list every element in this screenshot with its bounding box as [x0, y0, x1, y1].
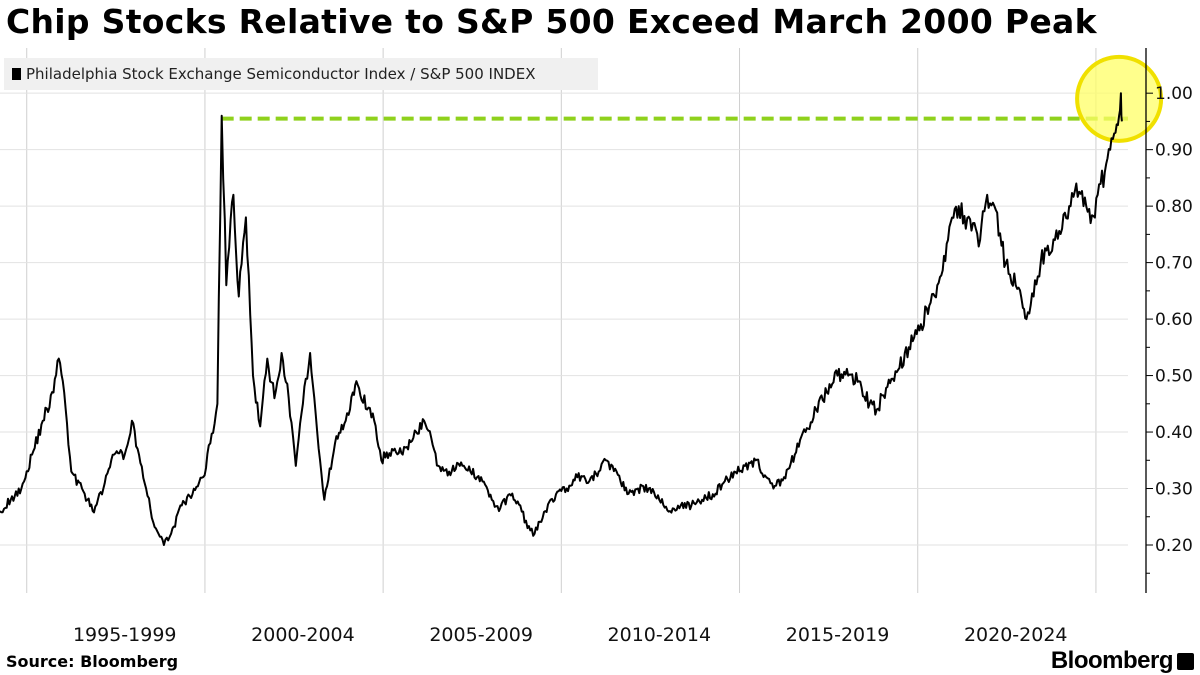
- y-tick-label: 0.20: [1155, 536, 1193, 556]
- bloomberg-logo: Bloomberg: [1051, 647, 1194, 675]
- series-line: [0, 92, 1123, 546]
- bloomberg-icon: [1177, 652, 1194, 670]
- y-tick-label: 0.90: [1155, 141, 1193, 161]
- x-tick-label: 2000-2004: [251, 624, 355, 646]
- legend: Philadelphia Stock Exchange Semiconducto…: [4, 58, 598, 90]
- x-tick-label: 2015-2019: [786, 624, 890, 646]
- series-group: [0, 92, 1123, 546]
- y-tick-label: 0.40: [1155, 423, 1193, 443]
- y-tick-label: 0.70: [1155, 254, 1193, 274]
- highlight-circle: [1075, 54, 1164, 143]
- x-tick-label: 2020-2024: [964, 624, 1068, 646]
- legend-label: Philadelphia Stock Exchange Semiconducto…: [26, 65, 536, 83]
- y-axis: 0.20 0.30 0.40 0.50 0.60 0.70 0.80 0.90 1.00: [1145, 48, 1193, 593]
- x-tick-label: 2005-2009: [429, 624, 533, 646]
- x-tick-label: 1995-1999: [73, 624, 177, 646]
- chart-title: Chip Stocks Relative to S&P 500 Exceed M…: [6, 2, 1097, 41]
- y-tick-label: 0.80: [1155, 197, 1193, 217]
- x-axis: 1995-1999 2000-2004 2005-2009 2010-2014 2015…: [73, 624, 1068, 646]
- grid-lines: [0, 48, 1128, 593]
- y-tick-label: 1.00: [1155, 84, 1193, 104]
- y-tick-label: 0.30: [1155, 480, 1193, 500]
- y-tick-label: 0.50: [1155, 367, 1193, 387]
- highlight-group: [1075, 54, 1164, 143]
- source-note: Source: Bloomberg: [6, 652, 179, 671]
- brand-label: Bloomberg: [1050, 647, 1174, 674]
- x-tick-label: 2010-2014: [608, 624, 712, 646]
- y-tick-label: 0.60: [1155, 310, 1193, 330]
- legend-swatch: [12, 68, 21, 80]
